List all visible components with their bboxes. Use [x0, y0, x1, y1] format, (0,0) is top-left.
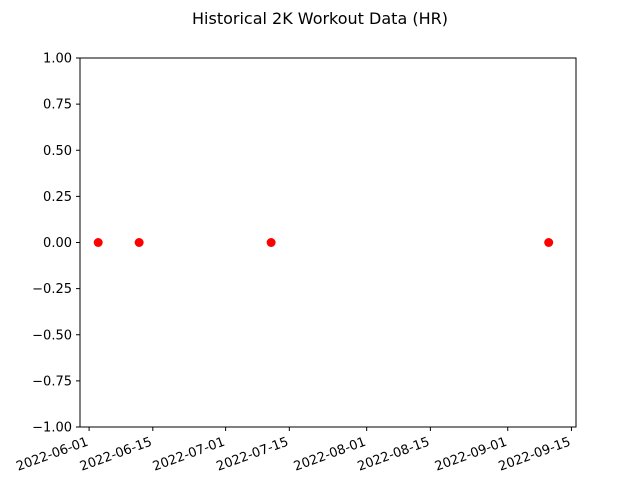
- x-tick-label: 2022-09-15: [497, 435, 573, 475]
- x-tick-label: 2022-08-01: [292, 435, 368, 475]
- x-tick-label: 2022-07-01: [151, 435, 227, 475]
- data-point: [266, 238, 276, 247]
- data-point: [134, 238, 144, 247]
- x-tick-label: 2022-06-15: [78, 435, 154, 475]
- y-tick-label: 0.25: [43, 190, 72, 205]
- x-tick-label: 2022-06-01: [14, 435, 90, 475]
- y-tick-label: 0.50: [43, 144, 72, 159]
- plot-area: 1.00 0.75 0.50 0.25 0.00 −0.25 −0.50 −0.75 −1.00…: [14, 52, 572, 475]
- y-tick-label: 0.75: [43, 98, 72, 113]
- x-tick-label: 2022-09-01: [433, 435, 509, 475]
- y-tick-label: −0.25: [32, 282, 72, 297]
- y-tick-label: −0.50: [32, 328, 72, 343]
- y-tick-label: −1.00: [32, 421, 72, 436]
- plot-frame: [79, 57, 577, 428]
- data-point: [544, 238, 554, 247]
- y-tick-label: −0.75: [32, 374, 72, 389]
- chart-title: Historical 2K Workout Data (HR): [192, 9, 448, 28]
- y-tick-label: 1.00: [43, 52, 72, 67]
- x-tick-label: 2022-08-15: [356, 435, 432, 475]
- x-tick-label: 2022-07-15: [215, 435, 291, 475]
- data-point: [93, 238, 103, 247]
- y-tick-label: 0.00: [43, 236, 72, 251]
